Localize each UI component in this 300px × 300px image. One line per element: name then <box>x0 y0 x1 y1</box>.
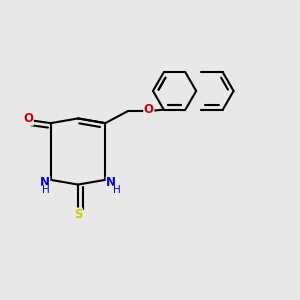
Text: N: N <box>106 176 116 189</box>
Text: S: S <box>74 208 82 221</box>
Text: O: O <box>144 103 154 116</box>
Text: H: H <box>113 185 121 195</box>
Text: H: H <box>42 185 50 195</box>
Text: N: N <box>40 176 50 189</box>
Text: O: O <box>23 112 33 125</box>
